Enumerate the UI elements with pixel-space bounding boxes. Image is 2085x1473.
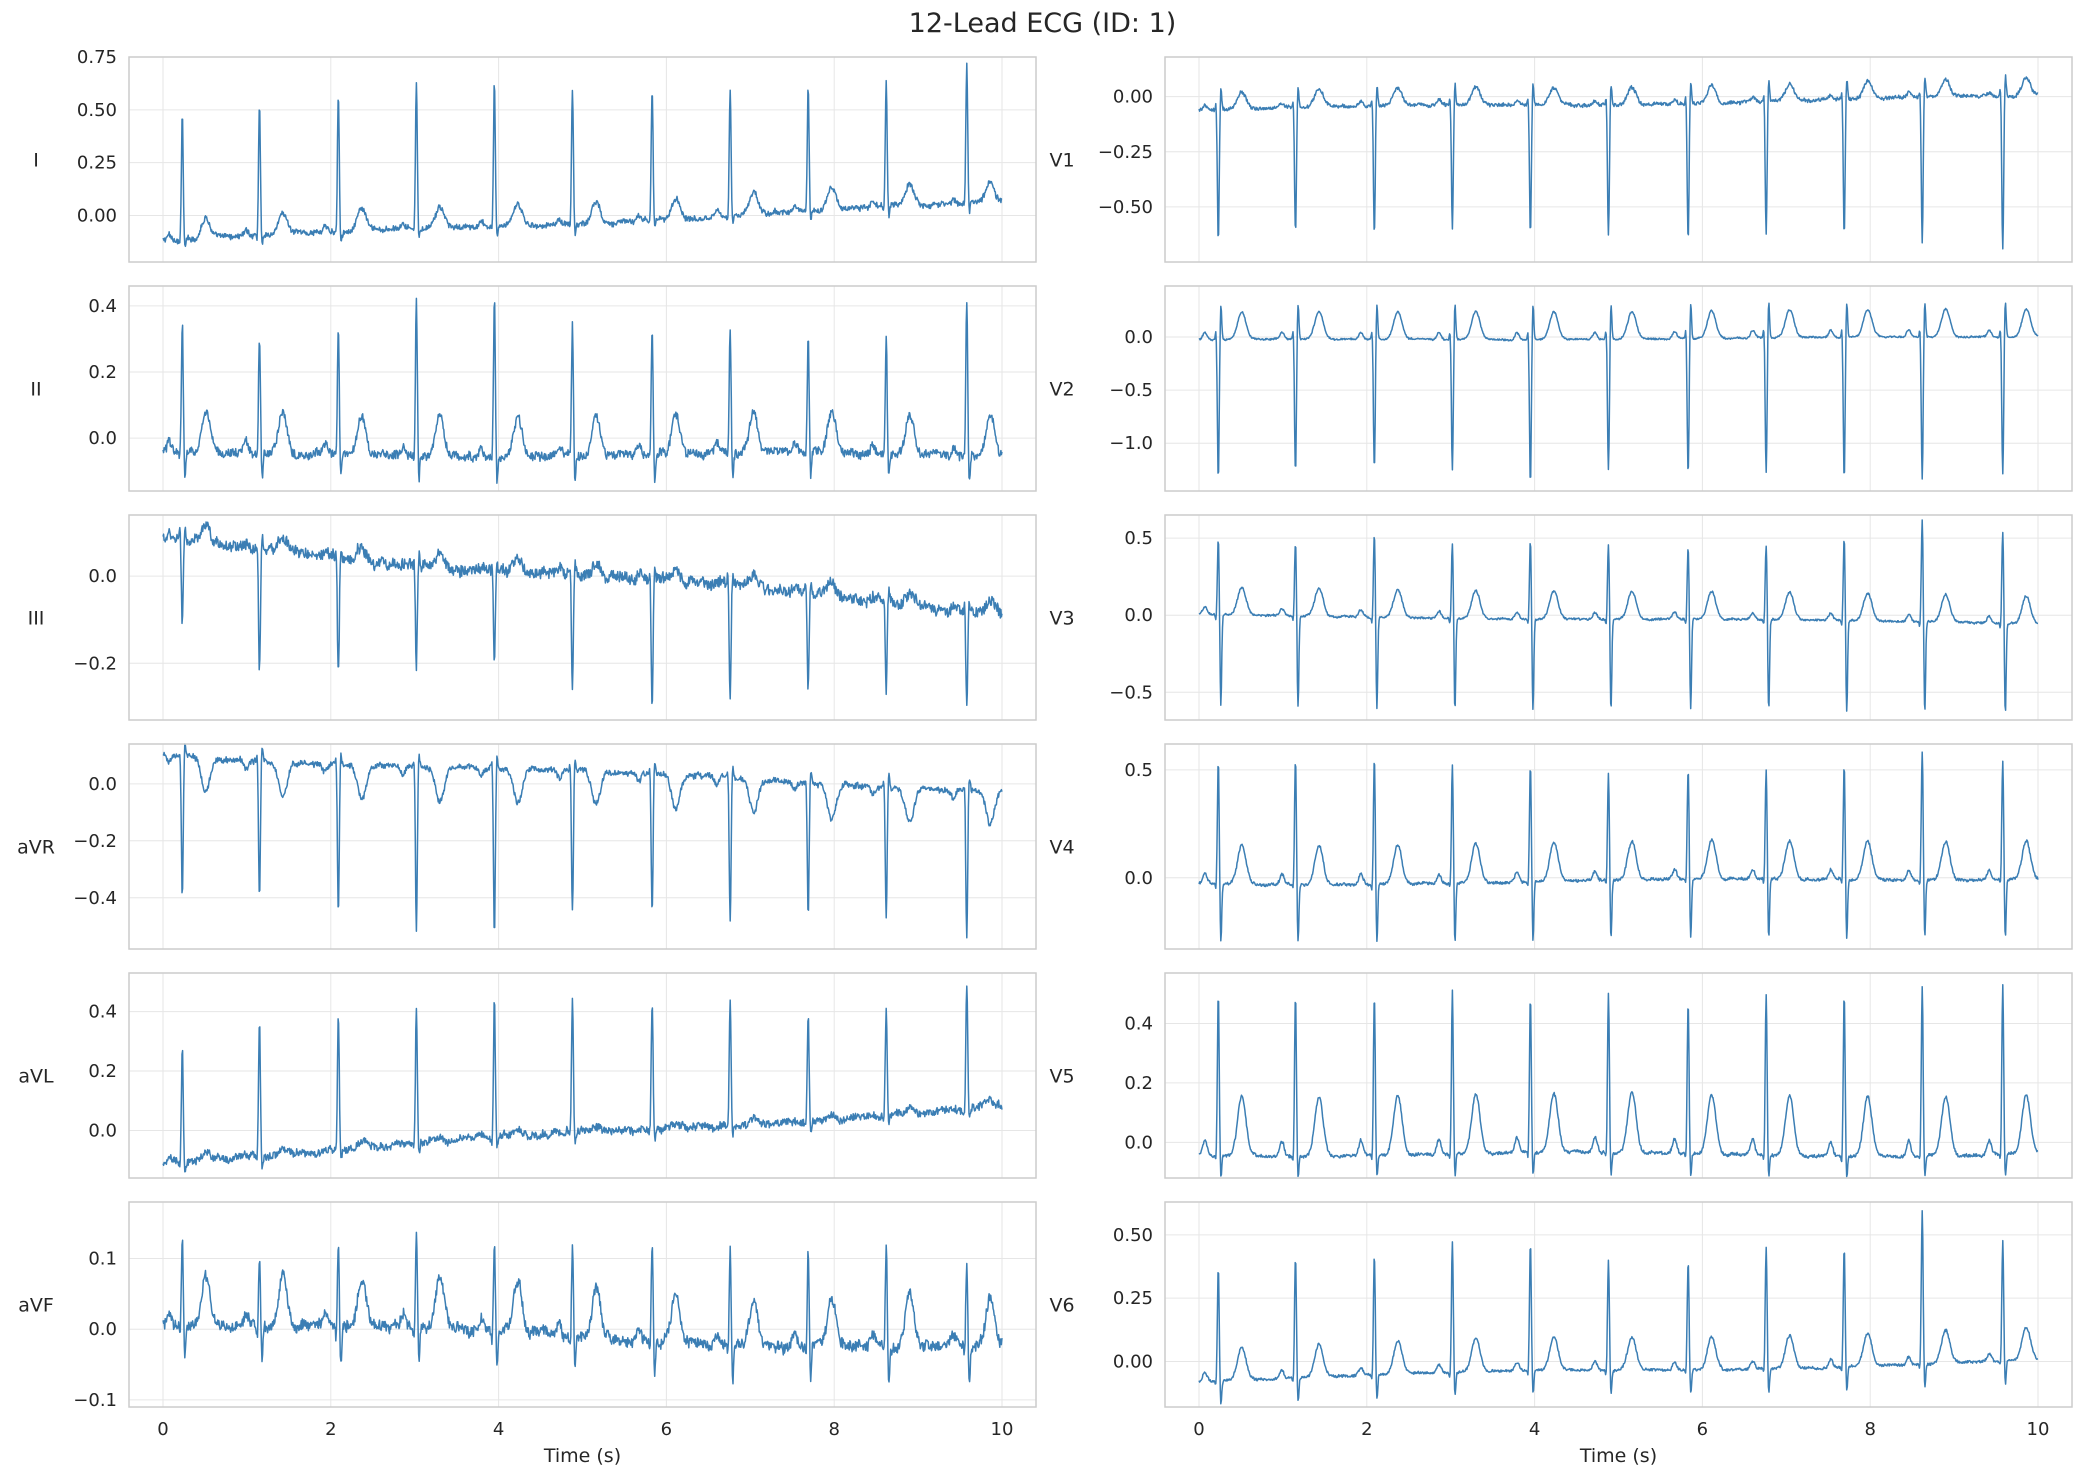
x-tick-label: 0 [157, 1419, 168, 1440]
panel-frame [1164, 743, 2073, 950]
y-tick-label: 0.4 [1124, 1014, 1153, 1035]
x-tick-label: 6 [1697, 1419, 1708, 1440]
ecg-panel-v2: −1.0 −0.5 0.0 V2 [1049, 285, 2073, 492]
lead-label: V4 [1049, 837, 1074, 859]
y-tick-label: 0.0 [88, 566, 117, 587]
y-tick-label: 0.50 [1113, 1225, 1153, 1246]
lead-label: III [28, 608, 45, 630]
x-tick-label: 8 [1864, 1419, 1875, 1440]
x-tick-label: 0 [1193, 1419, 1204, 1440]
y-tick-label: −0.50 [1098, 197, 1153, 218]
y-tick-label: −0.5 [1109, 682, 1153, 703]
ecg-trace-iii [162, 521, 1003, 707]
y-tick-label: 0.2 [88, 1061, 117, 1082]
x-tick-label: 10 [991, 1419, 1014, 1440]
panel-frame [128, 56, 1037, 263]
y-tick-label: −0.2 [73, 831, 117, 852]
y-tick-label: 0.2 [88, 362, 117, 383]
y-tick-label: −0.4 [73, 888, 117, 909]
ecg-trace-ii [162, 297, 1003, 484]
y-tick-label: 0.4 [88, 1002, 117, 1023]
y-tick-label: 0.0 [1124, 605, 1153, 626]
y-tick-label: 0.00 [77, 206, 117, 227]
x-axis-label: Time (s) [543, 1445, 621, 1467]
chart-title: 12-Lead ECG (ID: 1) [908, 8, 1177, 39]
ecg-trace-v1 [1198, 74, 2039, 250]
ecg-panel-v6: 0.00 0.25 0.50 V6 0 2 4 6 8 10 Time (s) [1049, 1201, 2073, 1467]
y-tick-label: −0.5 [1109, 380, 1153, 401]
lead-label: V5 [1049, 1066, 1074, 1088]
y-tick-label: 0.5 [1124, 760, 1153, 781]
y-tick-label: 0.1 [88, 1249, 117, 1270]
y-tick-label: −1.0 [1109, 433, 1153, 454]
y-tick-label: 0.2 [1124, 1073, 1153, 1094]
y-tick-label: 0.0 [88, 774, 117, 795]
ecg-trace-v3 [1198, 519, 2039, 712]
y-tick-label: 0.0 [88, 1120, 117, 1141]
lead-label: II [30, 379, 41, 401]
y-tick-label: −0.25 [1098, 142, 1153, 163]
y-tick-label: 0.0 [1124, 1132, 1153, 1153]
ecg-panel-i: 0.00 0.25 0.50 0.75 I [33, 47, 1037, 263]
y-tick-label: 0.50 [77, 100, 117, 121]
y-tick-label: 0.0 [1124, 327, 1153, 348]
x-tick-label: 4 [493, 1419, 504, 1440]
y-tick-label: 0.75 [77, 47, 117, 68]
panel-frame [1164, 514, 2073, 721]
y-tick-label: 0.0 [88, 1319, 117, 1340]
x-tick-label: 4 [1529, 1419, 1540, 1440]
ecg-trace-avl [162, 985, 1003, 1173]
lead-label: aVR [17, 837, 55, 859]
ecg-panel-v5: 0.0 0.2 0.4 V5 [1049, 972, 2073, 1179]
panel-frame [128, 1201, 1037, 1408]
ecg-panel-avf: −0.1 0.0 0.1 aVF 0 2 4 6 8 10 Time (s) [18, 1201, 1037, 1467]
ecg-trace-avr [162, 743, 1003, 939]
y-tick-label: −0.2 [73, 653, 117, 674]
ecg-trace-i [162, 62, 1003, 248]
y-tick-label: 0.5 [1124, 528, 1153, 549]
lead-label: V3 [1049, 608, 1074, 630]
y-tick-label: 0.0 [88, 428, 117, 449]
panel-frame [1164, 972, 2073, 1179]
panel-frame [1164, 56, 2073, 263]
ecg-trace-v2 [1198, 302, 2039, 480]
y-tick-label: 0.00 [1113, 1351, 1153, 1372]
panel-frame [1164, 285, 2073, 492]
y-tick-label: −0.1 [73, 1390, 117, 1411]
ecg-panel-v3: −0.5 0.0 0.5 V3 [1049, 514, 2073, 721]
y-tick-label: 0.00 [1113, 87, 1153, 108]
ecg-panel-iii: −0.2 0.0 III [28, 514, 1037, 721]
ecg-panel-ii: 0.0 0.2 0.4 II [30, 285, 1037, 492]
panel-frame [128, 972, 1037, 1179]
ecg-panel-v4: 0.0 0.5 V4 [1049, 743, 2073, 950]
y-tick-label: 0.25 [77, 153, 117, 174]
panel-frame [128, 514, 1037, 721]
ecg-trace-v6 [1198, 1210, 2039, 1405]
lead-label: V2 [1049, 379, 1074, 401]
lead-label: aVL [18, 1066, 54, 1088]
panel-frame [1164, 1201, 2073, 1408]
x-tick-label: 6 [661, 1419, 672, 1440]
lead-label: I [33, 150, 39, 172]
lead-label: V6 [1049, 1295, 1074, 1317]
panel-frame [128, 743, 1037, 950]
x-tick-label: 8 [828, 1419, 839, 1440]
y-tick-label: 0.4 [88, 296, 117, 317]
panel-frame [128, 285, 1037, 492]
lead-label: aVF [18, 1295, 54, 1317]
ecg-panel-avr: −0.4 −0.2 0.0 aVR [17, 743, 1037, 950]
x-axis-label: Time (s) [1579, 1445, 1657, 1467]
ecg-trace-avf [162, 1231, 1003, 1385]
ecg-trace-v4 [1198, 751, 2039, 943]
x-tick-label: 10 [2027, 1419, 2050, 1440]
lead-label: V1 [1049, 150, 1074, 172]
ecg-panel-v1: −0.50 −0.25 0.00 V1 [1049, 56, 2073, 263]
x-tick-label: 2 [1361, 1419, 1372, 1440]
ecg-trace-v5 [1198, 983, 2039, 1178]
y-tick-label: 0.25 [1113, 1288, 1153, 1309]
y-tick-label: 0.0 [1124, 868, 1153, 889]
x-tick-label: 2 [325, 1419, 336, 1440]
ecg-panel-avl: 0.0 0.2 0.4 aVL [18, 972, 1037, 1179]
